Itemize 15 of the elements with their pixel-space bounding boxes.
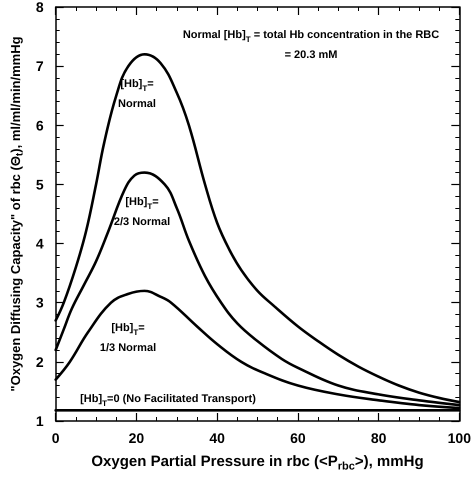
y-axis-title: "Oxygen Diffusing Capacity" of rbc (Θt), ml/ml/min/mmHg (8, 36, 26, 392)
y-tick-label: 1 (36, 413, 44, 429)
x-tick-label: 100 (448, 430, 472, 446)
y-tick-label: 7 (36, 58, 44, 74)
y-tick-label: 4 (36, 236, 44, 252)
y-tick-label: 3 (36, 294, 44, 311)
y-tick-label: 8 (36, 0, 44, 15)
x-tick-label: 80 (370, 430, 387, 446)
x-tick-label: 40 (209, 430, 226, 446)
x-tick-label: 20 (128, 430, 144, 446)
y-tick-label: 6 (36, 117, 44, 134)
y-tick-label: 2 (36, 354, 44, 370)
y-tick-label: 5 (36, 176, 44, 192)
x-tick-label: 0 (52, 430, 60, 446)
x-tick-label: 60 (290, 430, 306, 446)
